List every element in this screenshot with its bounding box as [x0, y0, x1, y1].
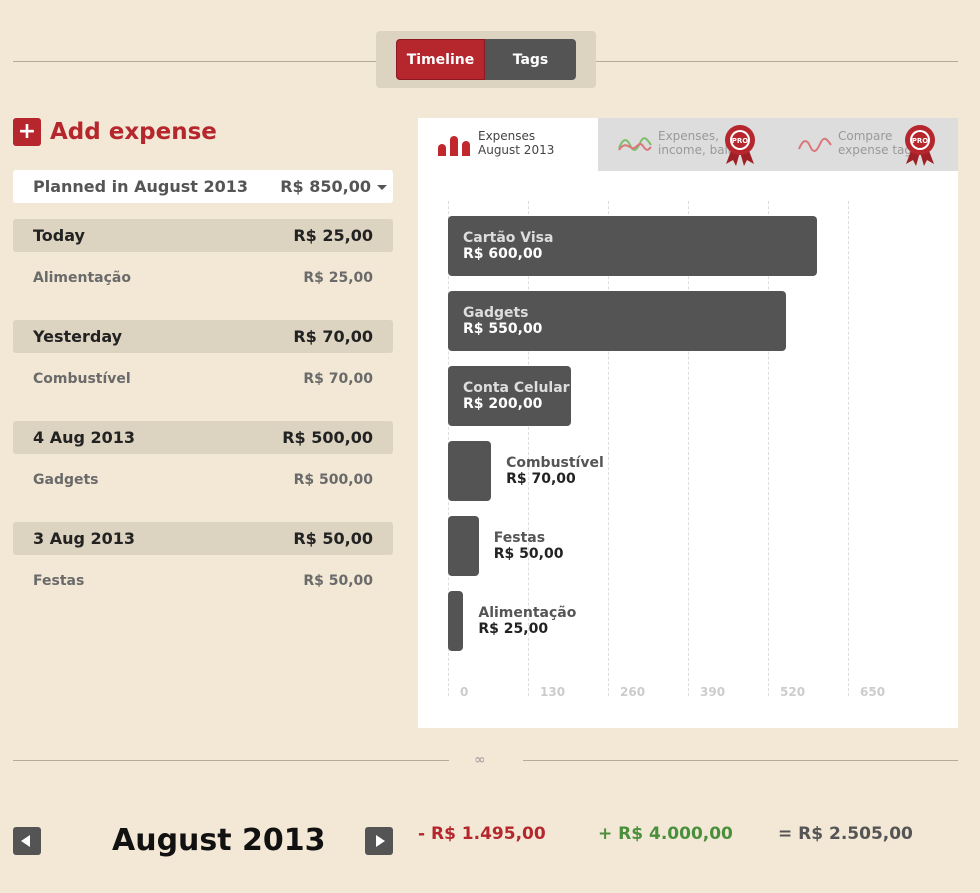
x-tick-label: 260 — [620, 685, 646, 699]
tab-line1: Expenses — [478, 129, 536, 143]
bar-category-label: Cartão Visa — [463, 230, 554, 246]
view-toggle: Timeline Tags — [376, 31, 596, 88]
gridline — [848, 201, 849, 696]
planned-budget-dropdown[interactable]: Planned in August 2013 R$ 850,00 — [13, 170, 393, 203]
pro-text: PRO — [732, 137, 749, 145]
tab-line2: expense tags — [838, 143, 919, 157]
tab-line2: income, bala — [658, 143, 736, 157]
gridline — [528, 201, 529, 696]
expense-name: Alimentação — [33, 270, 131, 286]
tab-line1: Expenses, — [658, 129, 719, 143]
tab-compare-expense-tags[interactable]: Compare expense tags PRO — [778, 118, 958, 171]
x-tick-label: 520 — [780, 685, 806, 699]
tab-expenses-income-balance[interactable]: Expenses, income, bala PRO — [598, 118, 778, 171]
expense-value: R$ 25,00 — [303, 270, 373, 286]
x-tick-label: 650 — [860, 685, 886, 699]
bar-category-label: Festas — [493, 530, 546, 546]
chart-bar[interactable] — [448, 441, 492, 501]
day-date: Today — [33, 226, 85, 245]
expense-value: R$ 70,00 — [303, 371, 373, 387]
timeline-tab-button[interactable]: Timeline — [396, 39, 485, 80]
tab-line1: Compare — [838, 129, 893, 143]
top-divider-right — [596, 61, 958, 62]
day-date: Yesterday — [33, 327, 123, 346]
tab-line2: August 2013 — [478, 143, 555, 157]
tags-tab-button[interactable]: Tags — [485, 39, 576, 80]
gridline — [608, 201, 609, 696]
line-chart-icon — [798, 137, 832, 152]
bar-category-label: Gadgets — [463, 305, 529, 321]
bar-category-label: Conta Celular — [463, 380, 570, 396]
expense-name: Festas — [33, 573, 85, 589]
chart-tab-bar: Expenses August 2013 Expenses, income, bal… — [418, 118, 958, 171]
bar-value-label: R$ 25,00 — [478, 621, 549, 637]
day-date: 4 Aug 2013 — [33, 428, 136, 447]
bottom-divider-left — [13, 760, 449, 761]
day-date: 3 Aug 2013 — [33, 529, 136, 548]
bar-label: Alimentação R$ 25,00 — [478, 605, 576, 637]
expense-item[interactable]: Gadgets R$ 500,00 — [13, 470, 393, 490]
plus-icon: + — [13, 118, 41, 146]
chart-bar[interactable] — [448, 216, 818, 276]
day-group-header: 3 Aug 2013 R$ 50,00 — [13, 522, 393, 555]
bar-label: Combustível R$ 70,00 — [506, 455, 604, 487]
next-month-button[interactable] — [365, 827, 393, 855]
bar-chart-icon — [438, 136, 470, 156]
expense-item[interactable]: Alimentação R$ 25,00 — [13, 268, 393, 288]
previous-month-button[interactable] — [13, 827, 41, 855]
total-income: + R$ 4.000,00 — [598, 824, 733, 844]
day-total: R$ 25,00 — [293, 226, 373, 245]
expense-name: Gadgets — [33, 472, 99, 488]
day-total: R$ 50,00 — [293, 529, 373, 548]
bar-label: Cartão Visa R$ 600,00 — [463, 230, 553, 262]
expense-name: Combustível — [33, 371, 131, 387]
bar-label: Gadgets R$ 550,00 — [463, 305, 542, 337]
expense-item[interactable]: Festas R$ 50,00 — [13, 571, 393, 591]
link-icon: ∞ — [474, 752, 486, 768]
bar-category-label: Combustível — [506, 455, 604, 471]
expense-value: R$ 50,00 — [303, 573, 373, 589]
total-balance: = R$ 2.505,00 — [778, 824, 913, 844]
gridline — [768, 201, 769, 696]
bar-value-label: R$ 550,00 — [463, 321, 543, 337]
day-group-header: Yesterday R$ 70,00 — [13, 320, 393, 353]
day-total: R$ 70,00 — [293, 327, 373, 346]
chart-bar[interactable] — [448, 366, 572, 426]
pro-badge-icon: PRO — [905, 125, 935, 166]
chevron-down-icon — [377, 185, 387, 190]
chart-panel: Expenses August 2013 Expenses, income, bal… — [418, 118, 958, 728]
chart-bar[interactable] — [448, 516, 479, 576]
chart-bar[interactable] — [448, 291, 787, 351]
expense-item[interactable]: Combustível R$ 70,00 — [13, 369, 393, 389]
day-group-header: Today R$ 25,00 — [13, 219, 393, 252]
bottom-divider-right — [523, 760, 958, 761]
x-tick-label: 130 — [540, 685, 566, 699]
day-total: R$ 500,00 — [282, 428, 373, 447]
pro-badge-icon: PRO — [725, 125, 755, 166]
bar-label: Festas R$ 50,00 — [494, 530, 564, 562]
x-tick-label: 0 — [460, 685, 469, 699]
planned-label: Planned in August 2013 — [33, 177, 248, 196]
pro-text: PRO — [912, 137, 929, 145]
add-expense-label: Add expense — [50, 119, 217, 145]
line-chart-icon — [618, 137, 652, 151]
current-month: August 2013 — [112, 823, 326, 858]
bar-value-label: R$ 200,00 — [463, 396, 543, 412]
bar-category-label: Alimentação — [478, 605, 577, 621]
tab-expenses-month[interactable]: Expenses August 2013 — [418, 118, 598, 171]
expense-value: R$ 500,00 — [293, 472, 373, 488]
bar-label: Conta Celular R$ 200,00 — [463, 380, 570, 412]
planned-value: R$ 850,00 — [280, 177, 371, 196]
add-expense-button[interactable]: + Add expense — [13, 118, 217, 146]
top-divider-left — [13, 61, 376, 62]
total-expenses: - R$ 1.495,00 — [418, 824, 546, 844]
gridline — [688, 201, 689, 696]
day-group-header: 4 Aug 2013 R$ 500,00 — [13, 421, 393, 454]
bar-value-label: R$ 50,00 — [493, 546, 564, 562]
bar-value-label: R$ 600,00 — [463, 246, 543, 262]
x-tick-label: 390 — [700, 685, 726, 699]
chart-bar[interactable] — [448, 591, 464, 651]
bar-value-label: R$ 70,00 — [506, 471, 576, 487]
